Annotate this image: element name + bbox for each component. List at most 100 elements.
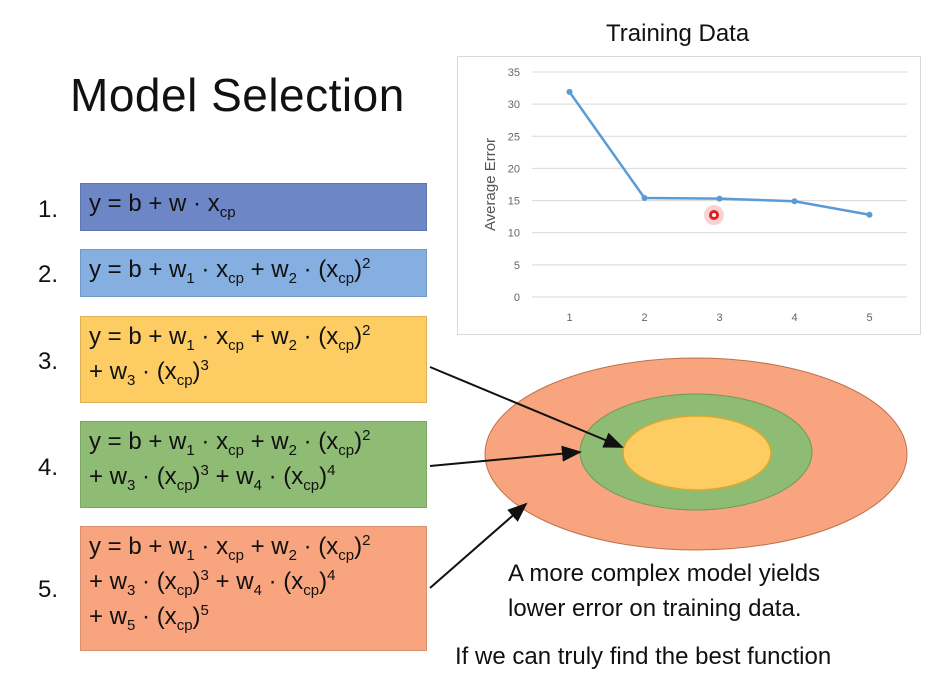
- formula-segment: cp: [228, 336, 244, 354]
- formula-segment: · (x: [296, 256, 339, 283]
- formula-segment: 4: [327, 462, 336, 480]
- formula-line: + w3 · (xcp)3: [89, 356, 418, 391]
- formula-line: y = b + w1 · xcp + w2 · (xcp)2: [89, 254, 418, 289]
- model-box-2: y = b + w1 · xcp + w2 · (xcp)2: [80, 249, 427, 297]
- formula-segment: 2: [288, 336, 297, 354]
- formula-segment: cp: [176, 581, 193, 599]
- formula-segment: y = b + w: [89, 428, 187, 455]
- model-number-3: 3.: [38, 348, 59, 375]
- formula-segment: · (x: [135, 603, 177, 631]
- formula-segment: cp: [219, 203, 236, 221]
- formula-segment: 3: [127, 476, 136, 494]
- formula-segment: ): [319, 463, 328, 491]
- formula-segment: cp: [176, 476, 193, 494]
- formula-segment: 2: [362, 255, 371, 272]
- model-box-3: y = b + w1 · xcp + w2 · (xcp)2 + w3 · (xc…: [80, 316, 427, 403]
- model-number-2: 2.: [38, 261, 59, 288]
- model-box-1: y = b + w · xcp: [80, 183, 427, 231]
- formula-segment: · x: [194, 256, 229, 283]
- y-tick-label: 20: [508, 163, 520, 175]
- formula-segment: y = b + w: [89, 533, 187, 560]
- model-number-4: 4.: [38, 454, 59, 481]
- formula-segment: cp: [303, 581, 320, 599]
- formula-segment: ): [192, 568, 201, 596]
- inner-model-set: [622, 415, 772, 491]
- formula-segment: cp: [338, 269, 355, 287]
- arrow-model-4: [429, 445, 582, 467]
- formula-segment: ): [354, 533, 363, 560]
- data-point: [566, 88, 573, 95]
- caption-line-2: lower error on training data.: [508, 595, 802, 622]
- formula-segment: + w: [89, 358, 128, 386]
- caption-line-1: A more complex model yields: [508, 560, 821, 587]
- formula-segment: · (x: [135, 568, 177, 596]
- formula-line: + w3 · (xcp)3 + w4 · (xcp)4: [89, 461, 418, 496]
- y-tick-label: 10: [508, 228, 520, 240]
- y-tick-label: 30: [508, 99, 520, 111]
- formula-segment: cp: [176, 616, 193, 634]
- formula-segment: + w: [243, 323, 289, 350]
- y-axis-label: Average Error: [482, 138, 499, 231]
- chart-title: Training Data: [606, 20, 750, 47]
- formula-segment: 4: [253, 581, 262, 599]
- formula-segment: 2: [288, 441, 297, 459]
- formula-segment: + w: [208, 568, 254, 596]
- formula-segment: ): [354, 428, 363, 455]
- training-error-chart: 0 5 10 15 20 25 30 35 1 2 3 4 5 Average Error: [482, 67, 907, 324]
- formula-segment: · x: [194, 428, 229, 455]
- x-tick-label: 4: [791, 312, 797, 324]
- formula-segment: + w: [243, 256, 289, 283]
- formula-segment: · (x: [296, 323, 339, 350]
- x-tick-label: 5: [866, 312, 872, 324]
- formula-segment: y = b + w · x: [89, 190, 220, 217]
- arrow-model-3: [429, 366, 624, 448]
- formula-segment: 5: [127, 616, 136, 634]
- formula-segment: cp: [303, 476, 320, 494]
- formula-segment: 1: [186, 546, 195, 564]
- x-tick-label: 1: [566, 312, 572, 324]
- formula-segment: 4: [253, 476, 262, 494]
- formula-segment: ): [319, 568, 328, 596]
- formula-segment: cp: [228, 269, 244, 287]
- y-tick-label: 0: [514, 292, 520, 304]
- formula-segment: · (x: [296, 428, 339, 455]
- formula-segment: + w: [89, 568, 128, 596]
- formula-segment: 3: [200, 567, 209, 585]
- formula-line: y = b + w · xcp: [89, 188, 418, 223]
- formula-segment: ): [354, 323, 363, 350]
- formula-segment: cp: [228, 441, 244, 459]
- formula-segment: 1: [186, 336, 195, 354]
- formula-segment: ): [192, 358, 201, 386]
- x-tick-label: 2: [641, 312, 647, 324]
- formula-segment: · (x: [261, 568, 304, 596]
- formula-line: y = b + w1 · xcp + w2 · (xcp)2: [89, 426, 418, 461]
- formula-segment: + w: [243, 533, 289, 560]
- formula-line: y = b + w1 · xcp + w2 · (xcp)2: [89, 531, 418, 566]
- caption-line-3: If we can truly find the best function: [455, 643, 832, 670]
- data-point: [716, 195, 723, 202]
- y-tick-label: 15: [508, 196, 520, 208]
- formula-segment: 1: [186, 441, 195, 459]
- middle-model-set: [579, 393, 813, 511]
- formula-segment: 2: [288, 269, 297, 287]
- formula-segment: + w: [243, 428, 289, 455]
- formula-segment: 3: [127, 581, 136, 599]
- outer-model-set: [484, 357, 908, 551]
- slide-title: Model Selection: [70, 69, 405, 121]
- formula-segment: · (x: [296, 533, 339, 560]
- chart-frame: [457, 56, 921, 335]
- formula-line: + w3 · (xcp)3 + w4 · (xcp)4: [89, 566, 418, 601]
- formula-segment: ): [192, 603, 201, 631]
- y-tick-label: 5: [514, 260, 520, 272]
- formula-segment: cp: [228, 546, 244, 564]
- formula-segment: + w: [208, 463, 254, 491]
- formula-segment: + w: [89, 603, 128, 631]
- formula-segment: 2: [362, 532, 371, 549]
- formula-segment: · x: [194, 323, 229, 350]
- formula-segment: · (x: [135, 463, 177, 491]
- formula-segment: 2: [288, 546, 297, 564]
- model-box-5: y = b + w1 · xcp + w2 · (xcp)2 + w3 · (xc…: [80, 526, 427, 651]
- data-point: [641, 195, 648, 201]
- laser-pointer-icon: [704, 205, 724, 225]
- formula-segment: y = b + w: [89, 323, 187, 350]
